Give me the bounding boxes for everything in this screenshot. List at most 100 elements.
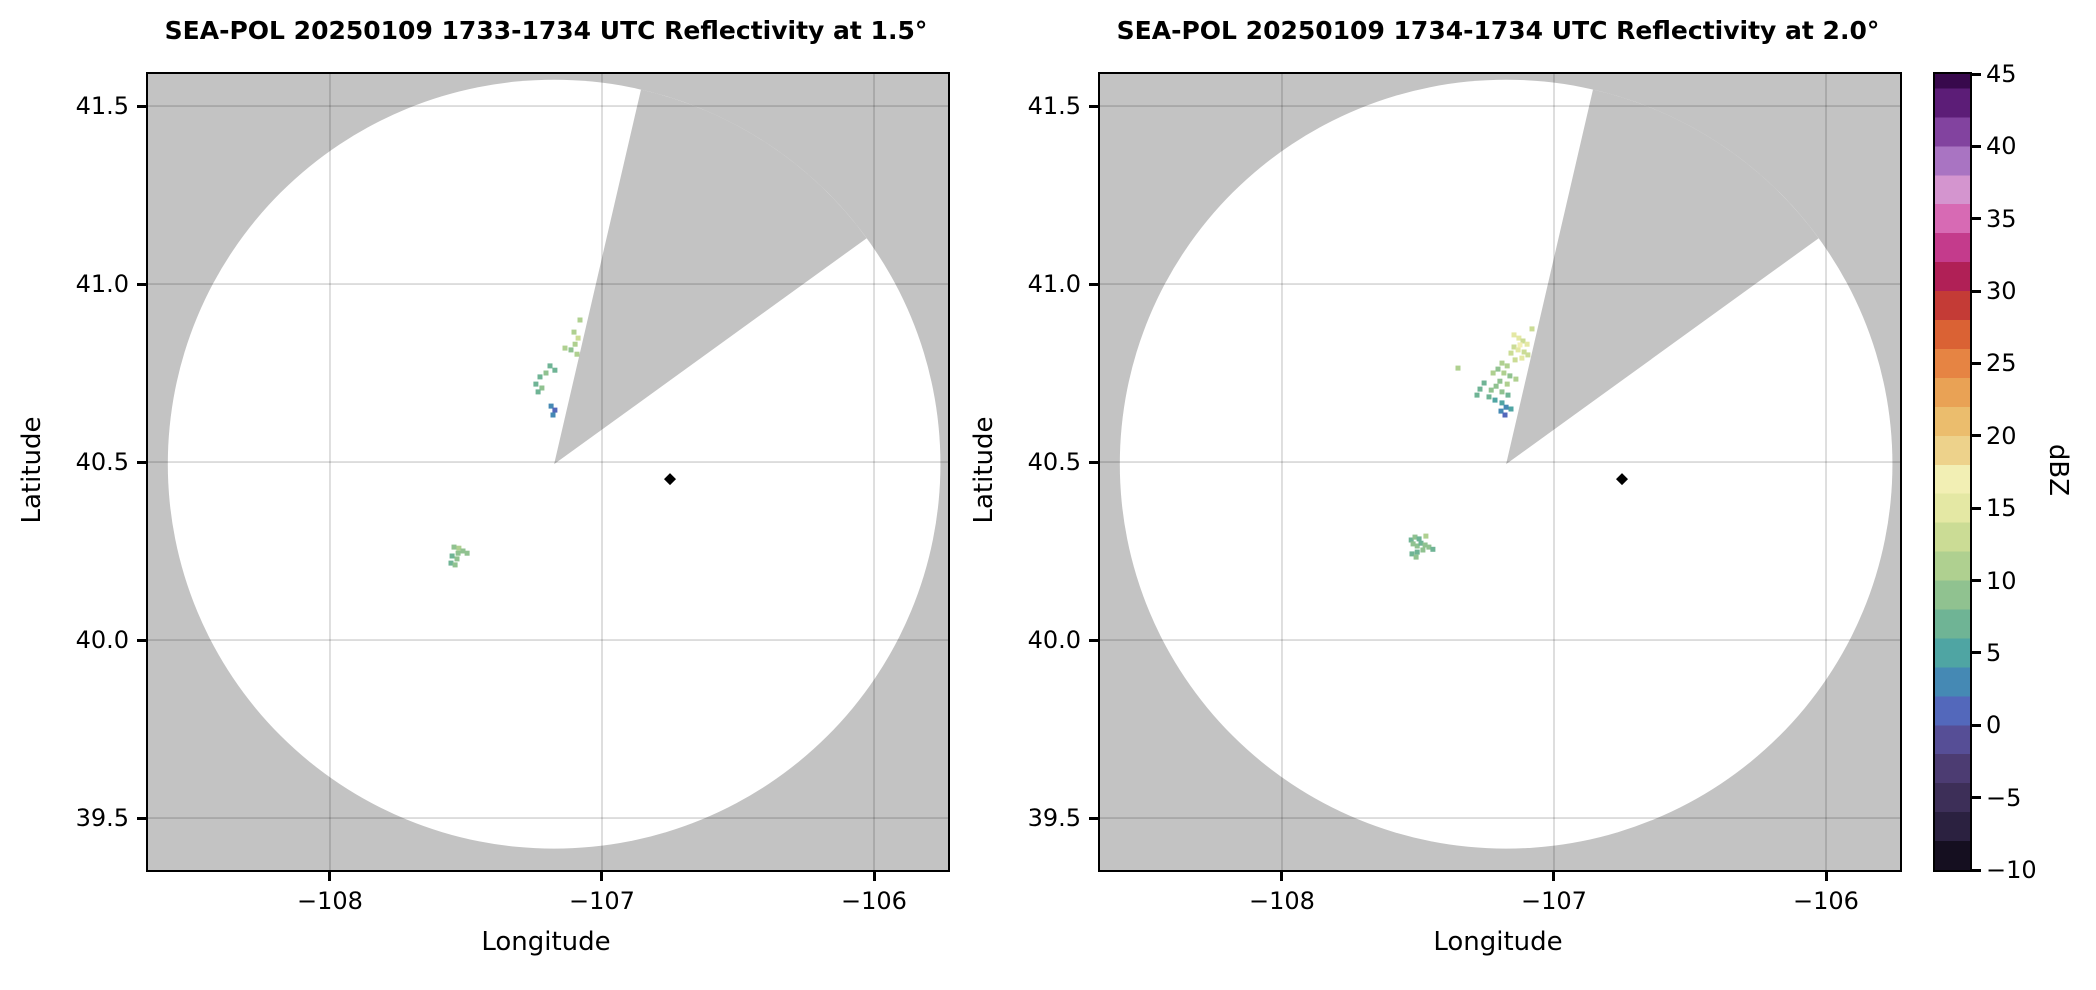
colorbar-tick-mark <box>1972 506 1981 510</box>
reflectivity-echo-cell <box>1513 376 1519 382</box>
x-tick-label: −106 <box>841 887 907 915</box>
y-tick-mark <box>137 638 146 642</box>
reflectivity-echo-cell <box>1517 342 1523 348</box>
colorbar-tick-mark <box>1972 217 1981 221</box>
x-tick-label: −107 <box>569 887 635 915</box>
reflectivity-echo-cell <box>452 562 458 568</box>
reflectivity-echo-cell <box>1503 404 1509 410</box>
x-tick-mark <box>600 872 604 881</box>
x-axis-label-left: Longitude <box>481 927 611 957</box>
colorbar-tick-mark <box>1972 434 1981 438</box>
colorbar-tick-mark <box>1972 868 1981 872</box>
colorbar-tick-label: 15 <box>1986 494 2017 523</box>
reflectivity-echo-cell <box>577 317 583 323</box>
y-tick-mark <box>137 104 146 108</box>
reflectivity-echo-cell <box>571 329 577 335</box>
missing-sector-wedge <box>554 89 867 465</box>
y-tick-label: 41.5 <box>75 92 129 121</box>
colorbar-tick-mark <box>1972 289 1981 293</box>
reflectivity-echo-cell <box>1497 378 1503 384</box>
colorbar-tick-mark <box>1972 723 1981 727</box>
reflectivity-echo-cell <box>1420 547 1426 553</box>
reflectivity-echo-cell <box>1481 380 1487 386</box>
reflectivity-echo-cell <box>1524 341 1530 347</box>
radar-plot-right <box>1098 72 1902 872</box>
colorbar-tick-mark <box>1972 579 1981 583</box>
radar-scan-svg-right <box>1100 74 1900 870</box>
colorbar-tick-label: 45 <box>1986 60 2017 88</box>
reflectivity-echo-cell <box>1414 543 1420 549</box>
reflectivity-echo-cell <box>550 412 556 418</box>
reflectivity-echo-cell <box>1504 363 1510 369</box>
reflectivity-echo-cell <box>1410 541 1416 547</box>
x-tick-mark <box>328 872 332 881</box>
reflectivity-echo-cell <box>1423 533 1429 539</box>
reflectivity-echo-cell <box>1412 534 1418 540</box>
y-tick-label: 41.0 <box>1027 270 1081 299</box>
reflectivity-echo-cell <box>1488 387 1494 393</box>
reflectivity-echo-cell <box>1426 544 1432 550</box>
y-tick-mark <box>137 282 146 286</box>
reflectivity-echo-cell <box>1474 392 1480 398</box>
reflectivity-echo-cell <box>537 374 543 380</box>
reflectivity-echo-cell <box>1505 392 1511 398</box>
y-tick-label: 39.5 <box>75 804 129 833</box>
reflectivity-echo-cell <box>548 403 554 409</box>
y-tick-label: 40.5 <box>75 448 129 477</box>
reflectivity-echo-cell <box>448 560 454 566</box>
colorbar-tick-label: 25 <box>1986 349 2017 378</box>
reflectivity-echo-cell <box>552 407 558 413</box>
x-tick-label: −107 <box>1521 887 1587 915</box>
colorbar-tick-label: −5 <box>1986 783 2022 812</box>
reflectivity-echo-cell <box>562 345 568 351</box>
reflectivity-echo-cell <box>455 550 461 556</box>
colorbar-tick-mark <box>1972 651 1981 655</box>
reflectivity-echo-cell <box>547 363 553 369</box>
reflectivity-echo-cell <box>1490 370 1496 376</box>
y-tick-mark <box>137 460 146 464</box>
colorbar-label: dBZ <box>2043 443 2073 497</box>
y-tick-label: 41.0 <box>75 270 129 299</box>
reflectivity-echo-cell <box>1511 332 1517 338</box>
reflectivity-echo-cell <box>454 556 460 562</box>
reflectivity-echo-cell <box>1486 394 1492 400</box>
reflectivity-echo-cell <box>1519 355 1525 361</box>
reflectivity-echo-cell <box>1501 370 1507 376</box>
reflectivity-echo-cell <box>533 381 539 387</box>
reflectivity-echo-cell <box>1520 338 1526 344</box>
colorbar-tick-label: 40 <box>1986 132 2017 161</box>
reflectivity-echo-cell <box>1413 554 1419 560</box>
reflectivity-echo-cell <box>1492 397 1498 403</box>
reflectivity-echo-cell <box>1408 537 1414 543</box>
x-tick-label: −108 <box>297 887 363 915</box>
reflectivity-echo-cell <box>1504 381 1510 387</box>
reflectivity-echo-cell <box>1418 540 1424 546</box>
y-tick-mark <box>1089 104 1098 108</box>
reflectivity-echo-cell <box>1529 326 1535 332</box>
reflectivity-echo-cell <box>539 385 545 391</box>
reflectivity-echo-cell <box>543 370 549 376</box>
reflectivity-echo-cell <box>535 389 541 395</box>
reflectivity-echo-cell <box>1499 400 1505 406</box>
x-tick-label: −106 <box>1793 887 1859 915</box>
reflectivity-echo-cell <box>575 335 581 341</box>
y-tick-label: 40.0 <box>75 626 129 655</box>
colorbar-tick-label: 10 <box>1986 566 2017 595</box>
reflectivity-echo-cell <box>1495 366 1501 372</box>
y-tick-mark <box>1089 638 1098 642</box>
x-axis-label-right: Longitude <box>1433 927 1563 957</box>
colorbar-tick-mark <box>1972 796 1981 800</box>
y-tick-mark <box>1089 816 1098 820</box>
radar-scan-svg-left <box>148 74 948 870</box>
reflectivity-echo-cell <box>456 545 462 551</box>
reflectivity-echo-cell <box>1507 373 1513 379</box>
reflectivity-echo-cell <box>1499 360 1505 366</box>
reflectivity-echo-cell <box>1498 408 1504 414</box>
reflectivity-echo-cell <box>1516 335 1522 341</box>
reflectivity-echo-cell <box>1502 412 1508 418</box>
missing-sector-wedge <box>1506 89 1819 465</box>
y-tick-mark <box>137 816 146 820</box>
reflectivity-echo-cell <box>1422 542 1428 548</box>
panel-title-left: SEA-POL 20250109 1733-1734 UTC Reflectiv… <box>164 16 928 45</box>
colorbar-tick-mark <box>1972 72 1981 76</box>
